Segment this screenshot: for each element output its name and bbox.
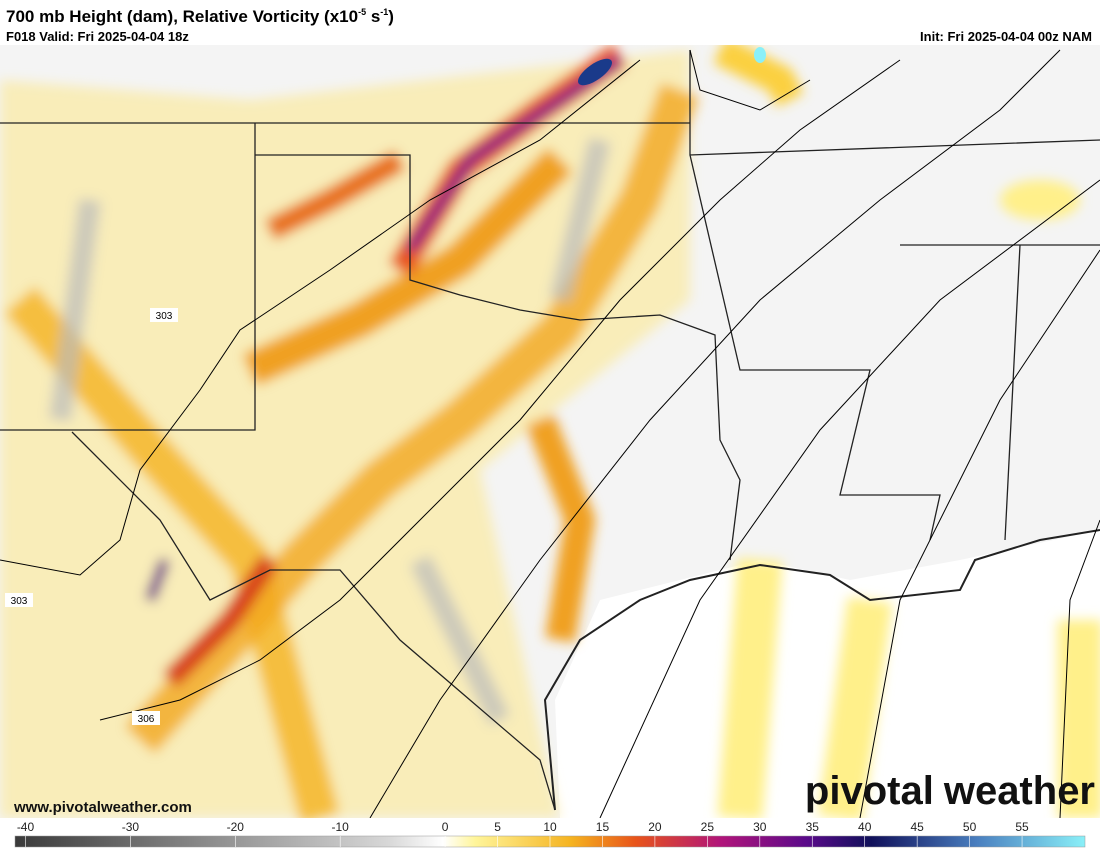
valid-time: F018 Valid: Fri 2025-04-04 18z [6, 29, 189, 44]
colorbar-tick-label: 50 [963, 820, 977, 834]
colorbar-tick-label: 30 [753, 820, 767, 834]
vorticity-max [754, 47, 766, 63]
contour-label-bg [150, 308, 178, 322]
title-part: ) [388, 7, 394, 26]
colorbar-tick-label: 45 [910, 820, 924, 834]
contour-label-bg [132, 711, 160, 725]
colorbar-tick-label: -10 [332, 820, 350, 834]
contour-label: 303 [11, 596, 28, 607]
init-time: Init: Fri 2025-04-04 00z NAM [920, 29, 1092, 44]
vorticity-field [0, 45, 1100, 818]
height-contours [0, 49, 1100, 818]
colorbar-tick-label: -20 [227, 820, 245, 834]
title-sup: -5 [358, 7, 366, 17]
state-borders [0, 50, 1100, 811]
gulf [555, 530, 1100, 818]
title-part: s [366, 7, 380, 26]
colorbar-tick-label: 25 [701, 820, 715, 834]
title: 700 mb Height (dam), Relative Vorticity … [6, 7, 394, 26]
website: www.pivotalweather.com [13, 799, 192, 816]
colorbar-tick-label: 15 [596, 820, 610, 834]
colorbar-tick-label: 20 [648, 820, 662, 834]
colorbar-tick-label: 0 [442, 820, 449, 834]
contour-label-bg [5, 593, 33, 607]
contour-label: 303 [156, 311, 173, 322]
colorbar-tick-label: -40 [17, 820, 35, 834]
colorbar: -40 -30 -20 -10 0 5 10 15 20 25 30 35 40 45 50 55 [14, 820, 1086, 848]
logo: pivotal weather [805, 769, 1095, 813]
contour-label: 306 [138, 714, 155, 725]
vorticity-max [577, 58, 613, 86]
logo-left: pivotal [805, 769, 934, 813]
colorbar-tick-label: 55 [1015, 820, 1029, 834]
logo-right: weather [943, 769, 1095, 813]
colorbar-tick-label: 35 [806, 820, 820, 834]
title-part: 700 mb Height (dam), Relative Vorticity … [6, 7, 358, 26]
title-sup: -1 [380, 7, 388, 17]
colorbar-tick-label: 5 [494, 820, 501, 834]
colorbar-tick-label: 40 [858, 820, 872, 834]
map: 303 303 306 [0, 45, 1100, 818]
colorbar-tick-label: -30 [122, 820, 140, 834]
colorbar-tick-label: 10 [543, 820, 557, 834]
